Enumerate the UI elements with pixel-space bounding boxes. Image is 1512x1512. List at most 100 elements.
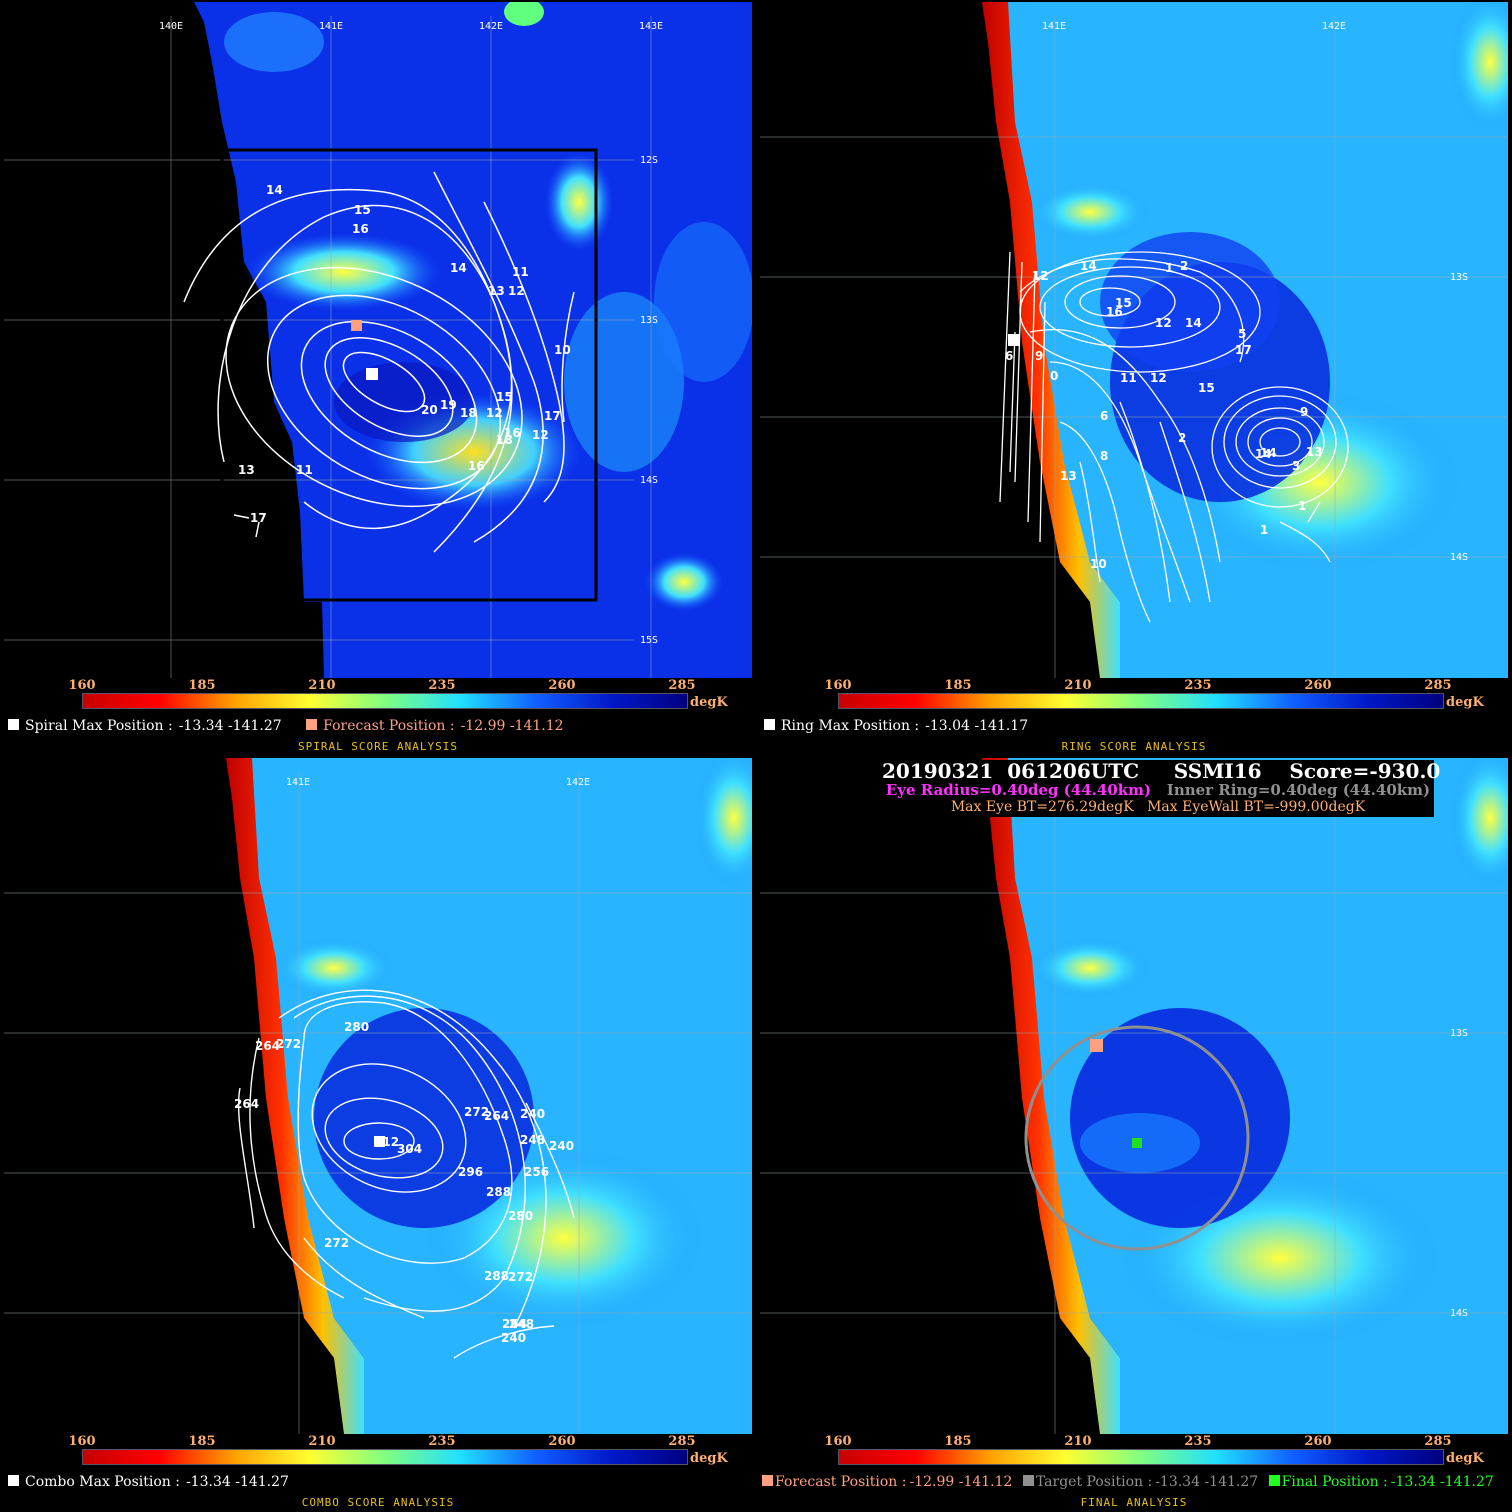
spiral-max-value: -13.34 -141.27 xyxy=(178,718,282,734)
final-label: Final Position : xyxy=(1281,1474,1388,1490)
contour-label: 296 xyxy=(458,1165,483,1179)
forecast-label: Forecast Position : xyxy=(323,718,455,734)
contour-label: 272 xyxy=(324,1236,349,1250)
max-eye-bt-text: Max Eye BT=276.29degK xyxy=(950,799,1134,815)
ring-max-marker xyxy=(1008,334,1020,346)
colorbar-tick: 160 xyxy=(824,678,852,693)
contour-label: 14 xyxy=(1185,316,1202,330)
contour-label: 5 xyxy=(1238,327,1246,341)
panel-title: RING SCORE ANALYSIS xyxy=(1061,740,1207,752)
colorbar-tick: 260 xyxy=(548,678,576,693)
final-panel: 13S 14S 160 185 210 235 260 285 degK For… xyxy=(760,758,1508,1508)
eye-radius-text: Eye Radius=0.40deg (44.40km) xyxy=(885,781,1152,799)
contour-label: 12 xyxy=(1150,371,1167,385)
spiral-contours xyxy=(183,171,575,553)
contour-label: 14 xyxy=(1260,446,1277,460)
ring-contours xyxy=(999,251,1349,623)
colorbar-tick: 160 xyxy=(68,678,96,693)
final-position-marker xyxy=(1132,1138,1142,1148)
combo-contours xyxy=(237,989,575,1359)
colorbar-tick: 235 xyxy=(1184,678,1212,693)
contour-label: 12 xyxy=(532,428,549,442)
colorbar-tick: 260 xyxy=(548,1434,576,1449)
contour-label: 15 xyxy=(354,203,371,217)
combo-max-marker xyxy=(374,1136,385,1147)
colorbar-tick: 235 xyxy=(428,1434,456,1449)
lat-label: 13S xyxy=(1450,272,1468,283)
spiral-panel: 140E 141E 142E 143E 12S 13S 14S 15S 14 15… xyxy=(4,2,752,752)
colorbar-tick: 210 xyxy=(1064,1434,1092,1449)
contour-label: 11 xyxy=(1120,371,1137,385)
contour-label: 6 xyxy=(1100,409,1108,423)
contour-label: 264 xyxy=(255,1039,280,1053)
combo-max-value: -13.34 -141.27 xyxy=(185,1474,289,1490)
contour-label: 13 xyxy=(1306,445,1323,459)
contour-label: 15 xyxy=(496,390,513,404)
contour-label: 16 xyxy=(1106,305,1123,319)
forecast-position-marker xyxy=(1090,1039,1103,1052)
colorbar-unit: degK xyxy=(690,695,728,710)
contour-label: 15 xyxy=(1198,381,1215,395)
contour-label: 12 xyxy=(1032,269,1049,283)
contour-label: 3 xyxy=(1292,459,1300,473)
combo-max-legend-square xyxy=(8,1475,19,1486)
lat-label: 13S xyxy=(1450,1028,1468,1039)
contour-label: 14 xyxy=(1255,447,1272,461)
lon-label: 142E xyxy=(566,777,590,788)
colorbar-ticks: 160 185 210 235 260 285 xyxy=(760,678,1508,693)
panel-title: COMBO SCORE ANALYSIS xyxy=(301,1496,455,1508)
colorbar-tick: 185 xyxy=(188,1434,216,1449)
contour-label: 248 xyxy=(509,1317,534,1331)
contour-label: 2 xyxy=(1178,431,1186,445)
combo-panel: 141E 142E 280 264 272 264 272 264 240 312 304 248… xyxy=(4,758,752,1508)
contour-label: 288 xyxy=(486,1185,511,1199)
contour-label: 304 xyxy=(397,1142,422,1156)
contour-label: 14 xyxy=(450,261,467,275)
colorbar-tick: 185 xyxy=(188,678,216,693)
colorbar-ticks: 160 185 210 235 260 285 xyxy=(760,1434,1508,1449)
max-eyewall-bt-text: Max EyeWall BT=-999.00degK xyxy=(1147,799,1366,815)
colorbar-tick: 285 xyxy=(668,678,696,693)
contour-label: 17 xyxy=(544,409,561,423)
contour-label: 10 xyxy=(554,343,571,357)
contour-label: 15 xyxy=(1115,296,1132,310)
contour-label: 272 xyxy=(508,1270,533,1284)
contour-label: 6 xyxy=(1005,349,1013,363)
final-legend-square xyxy=(1268,1475,1280,1486)
lat-label: 14S xyxy=(640,475,658,486)
contour-label: 13 xyxy=(488,284,505,298)
inner-ring-text: Inner Ring=0.40deg (44.40km) xyxy=(1166,781,1431,799)
info-line: Spiral Max Position : -13.34 -141.27 Fore… xyxy=(8,718,570,734)
colorbar-tick: 260 xyxy=(1304,1434,1332,1449)
colorbar-tick: 160 xyxy=(68,1434,96,1449)
target-legend-square xyxy=(1022,1475,1034,1486)
contour-label: 256 xyxy=(524,1165,549,1179)
contour-label: 240 xyxy=(501,1331,526,1345)
panel-title: FINAL ANALYSIS xyxy=(1080,1496,1188,1508)
colorbar-unit: degK xyxy=(690,1451,728,1466)
colorbar-tick: 210 xyxy=(1064,678,1092,693)
spiral-max-legend-square xyxy=(8,719,19,730)
lon-label: 143E xyxy=(639,21,663,32)
contour-label: 8 xyxy=(1100,449,1108,463)
contour-label: 14 xyxy=(1080,259,1097,273)
ring-max-value: -13.04 -141.17 xyxy=(925,718,1029,734)
ring-max-label: Ring Max Position : xyxy=(781,718,920,734)
contour-label: 13 xyxy=(1060,469,1077,483)
spiral-max-marker xyxy=(366,368,378,380)
forecast-label: Forecast Position : xyxy=(775,1474,907,1490)
lat-label: 12S xyxy=(640,155,658,166)
contour-label: 272 xyxy=(464,1105,489,1119)
final-map: 13S 14S xyxy=(760,758,1508,1434)
lon-label: 140E xyxy=(159,21,183,32)
forecast-legend-square xyxy=(762,1475,773,1486)
final-value: -13.34 -141.27 xyxy=(1390,1474,1494,1490)
contour-label: 12 xyxy=(508,284,525,298)
lon-label: 142E xyxy=(479,21,503,32)
contour-label: 2 xyxy=(1180,259,1188,273)
contour-label: 17 xyxy=(250,511,267,525)
contour-label: 264 xyxy=(234,1097,259,1111)
contour-label: 11 xyxy=(512,265,529,279)
lat-lon-grid xyxy=(4,16,652,678)
